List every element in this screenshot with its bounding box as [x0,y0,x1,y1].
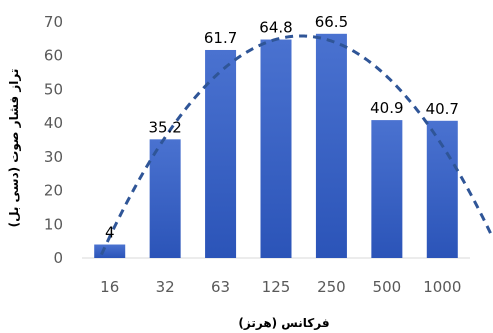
x-tick-label: 500 [373,278,402,296]
x-tick-label: 250 [317,278,346,296]
bar [426,120,458,258]
y-tick-label: 20 [44,182,63,200]
bar [371,120,403,258]
x-tick-label: 16 [100,278,119,296]
y-axis-title: تراز فشار صوت (دسی بل) [7,69,22,228]
x-tick-label: 63 [211,278,230,296]
bar [149,139,181,258]
y-tick-label: 70 [44,13,63,31]
y-tick-label: 0 [53,249,63,267]
y-tick-label: 60 [44,47,63,65]
data-label: 40.9 [370,99,403,117]
data-label: 66.5 [315,13,348,31]
data-labels: 4 35.2 61.7 64.8 66.5 40.9 40.7 [105,13,459,242]
x-axis-title: فرکانس (هرتز) [238,316,329,330]
x-tick-label: 32 [156,278,175,296]
x-tick-label: 1000 [423,278,461,296]
y-tick-label: 10 [44,215,63,233]
trendline [100,34,493,256]
data-label: 61.7 [204,29,237,47]
bar [94,244,126,258]
data-label: 4 [105,224,115,242]
bar [260,39,292,258]
bar [315,33,347,258]
data-label: 35.2 [148,118,181,136]
x-tick-label: 125 [262,278,291,296]
data-label: 64.8 [259,19,292,37]
bars [94,33,458,259]
y-axis-ticks: 0 10 20 30 40 50 60 70 [44,13,63,267]
bar [205,49,237,259]
y-tick-label: 30 [44,148,63,166]
y-tick-label: 50 [44,80,63,98]
x-axis-ticks: 16 32 63 125 250 500 1000 [100,278,461,296]
data-label: 40.7 [426,100,459,118]
y-tick-label: 40 [44,114,63,132]
